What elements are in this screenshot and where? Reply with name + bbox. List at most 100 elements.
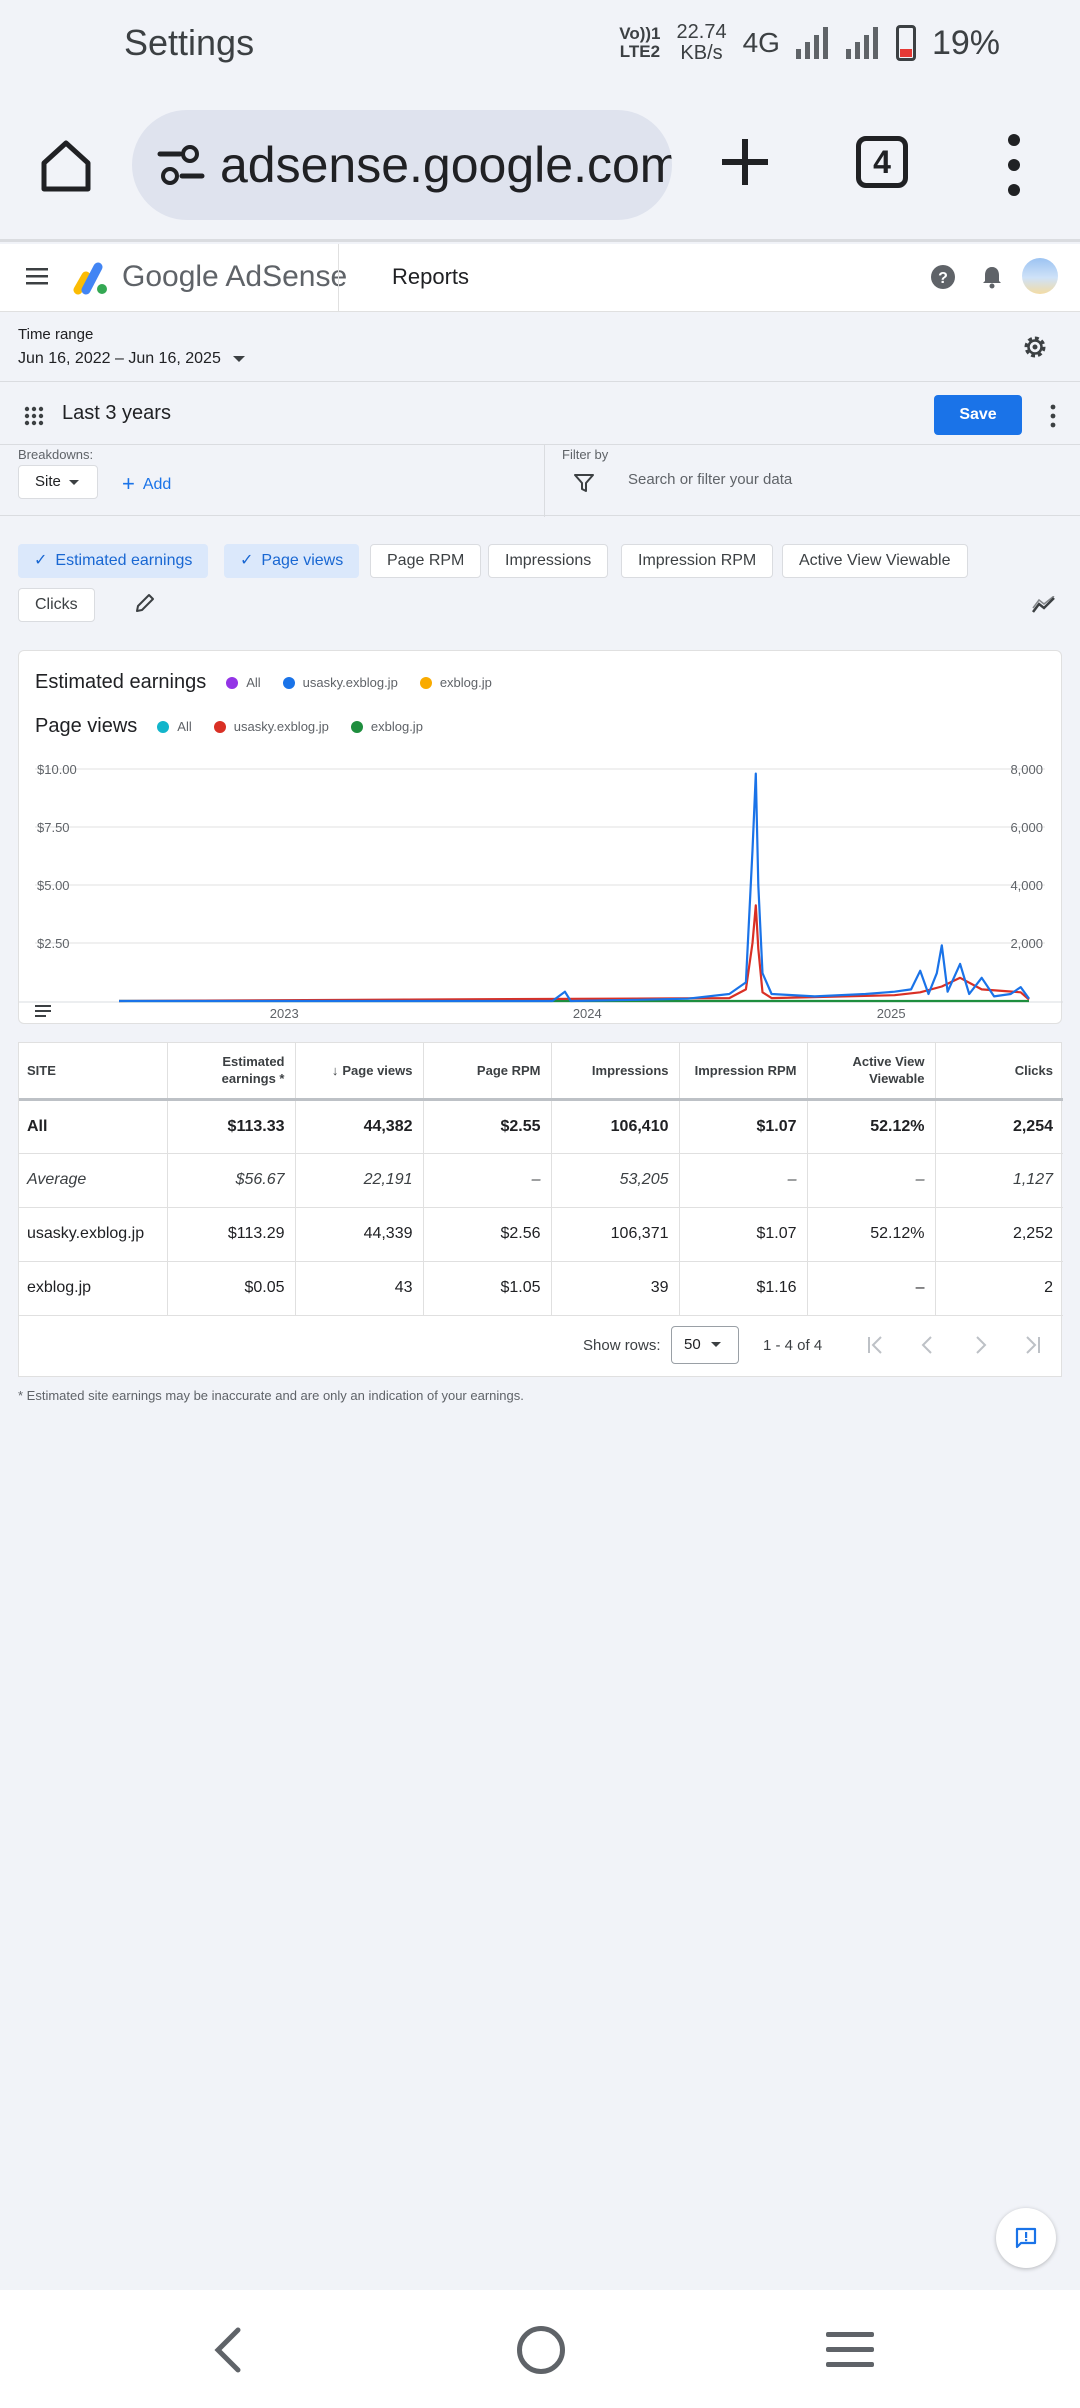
- first-page-icon[interactable]: [865, 1334, 887, 1356]
- column-header-label[interactable]: Page views: [342, 1062, 413, 1078]
- y-tick-label-right: 8,000: [1010, 762, 1043, 777]
- last-page-icon[interactable]: [1021, 1334, 1043, 1356]
- column-header-estimated-earnings[interactable]: Estimated earnings *: [167, 1043, 296, 1101]
- home-icon[interactable]: [36, 135, 96, 195]
- column-header-active-view-viewable[interactable]: Active View Viewable: [807, 1043, 936, 1101]
- column-header-impressions[interactable]: Impressions: [551, 1043, 680, 1101]
- help-icon[interactable]: ?: [930, 264, 956, 290]
- volte-bottom: LTE2: [619, 42, 661, 61]
- column-header-page-views[interactable]: ↓ Page views: [295, 1043, 424, 1101]
- address-bar[interactable]: adsense.google.com/adsense: [132, 110, 672, 220]
- report-title[interactable]: Last 3 years: [62, 402, 171, 424]
- new-tab-icon[interactable]: [718, 135, 772, 189]
- cell-clicks: 2,254: [935, 1099, 1063, 1154]
- rows-per-page-value[interactable]: 50: [684, 1335, 701, 1353]
- legend-item[interactable]: All: [157, 719, 192, 734]
- cell-impressions: 106,371: [551, 1207, 680, 1262]
- table-row[interactable]: exblog.jp $0.05 43 $1.05 39 $1.16–2: [19, 1261, 1063, 1316]
- header-divider: [338, 244, 339, 312]
- browser-menu-icon[interactable]: [1000, 130, 1028, 200]
- cell-site: usasky.exblog.jp: [19, 1207, 168, 1262]
- legend-label[interactable]: usasky.exblog.jp: [233, 719, 329, 734]
- plus-icon[interactable]: +: [122, 471, 135, 496]
- x-tick-label: 2023: [270, 1006, 299, 1021]
- recent-apps-icon[interactable]: [826, 2330, 874, 2370]
- column-header-clicks[interactable]: Clicks: [935, 1043, 1063, 1101]
- chip-label[interactable]: Estimated earnings: [55, 552, 193, 569]
- cell-site: Average: [19, 1153, 168, 1208]
- status-bar-indicators: Vo))1 LTE2 22.74 KB/s 4G 19%: [619, 22, 1000, 64]
- site-chip-label[interactable]: Site: [35, 473, 61, 490]
- legend-item[interactable]: usasky.exblog.jp: [213, 719, 329, 734]
- legend-label[interactable]: exblog.jp: [439, 675, 492, 690]
- rows-per-page-select[interactable]: 50: [671, 1325, 739, 1364]
- caret-down-icon[interactable]: [233, 355, 246, 362]
- notifications-icon[interactable]: [980, 264, 1004, 290]
- speed-value: 22.74: [676, 21, 727, 43]
- legend-label[interactable]: All: [246, 675, 261, 690]
- add-label[interactable]: Add: [142, 476, 172, 493]
- chip-active-view-viewable[interactable]: Active View Viewable: [782, 544, 968, 578]
- chip-impression-rpm[interactable]: Impression RPM: [621, 544, 774, 578]
- column-header-page-rpm[interactable]: Page RPM: [423, 1043, 552, 1101]
- chip-estimated-earnings[interactable]: ✓ Estimated earnings: [18, 544, 209, 578]
- legend-item[interactable]: All: [226, 675, 261, 690]
- sort-descending-icon: ↓: [331, 1062, 339, 1078]
- back-icon[interactable]: [210, 2326, 244, 2374]
- legend-estimated-earnings: Estimated earnings All usasky.exblog.jp …: [35, 671, 514, 694]
- save-button[interactable]: Save: [934, 395, 1022, 435]
- chart-type-icon[interactable]: [1032, 596, 1056, 614]
- chip-label[interactable]: Page views: [261, 552, 344, 569]
- chip-page-rpm[interactable]: Page RPM: [370, 544, 482, 578]
- legend-label[interactable]: exblog.jp: [370, 719, 423, 734]
- more-options-icon[interactable]: [1050, 404, 1056, 428]
- add-breakdown-button[interactable]: + Add: [122, 471, 171, 497]
- system-navigation-bar: [0, 2290, 1080, 2408]
- breakdown-site-chip[interactable]: Site: [18, 465, 98, 499]
- chip-impressions[interactable]: Impressions: [488, 544, 609, 578]
- status-bar: Settings Vo))1 LTE2 22.74 KB/s 4G 19%: [0, 0, 1080, 90]
- caret-down-icon[interactable]: [710, 1342, 721, 1348]
- status-bar-title: Settings: [124, 22, 255, 63]
- main-menu-icon[interactable]: [26, 266, 48, 286]
- next-page-icon[interactable]: [969, 1334, 991, 1356]
- column-header-site[interactable]: SITE: [19, 1043, 168, 1101]
- chip-page-views[interactable]: ✓ Page views: [224, 544, 360, 578]
- cell-impression-rpm: –: [679, 1153, 808, 1208]
- time-range-selector[interactable]: Jun 16, 2022 – Jun 16, 2025: [18, 350, 246, 368]
- caret-down-icon[interactable]: [68, 479, 79, 485]
- legend-item[interactable]: exblog.jp: [350, 719, 423, 734]
- url-text[interactable]: adsense.google.com/adsense: [220, 137, 672, 193]
- cell-page-views: 43: [295, 1261, 424, 1316]
- table-row[interactable]: All $113.33 44,382 $2.55 106,410 $1.07 52.12% 2…: [19, 1099, 1063, 1154]
- signal-icon-2: [845, 27, 878, 59]
- site-settings-icon[interactable]: [154, 138, 208, 192]
- filter-icon[interactable]: [574, 473, 594, 493]
- table-row[interactable]: Average $56.67 22,191–53,205– –1,127: [19, 1153, 1063, 1208]
- legend-dot: [226, 676, 239, 689]
- gear-icon[interactable]: [1022, 334, 1048, 360]
- show-rows-label: Show rows:: [583, 1336, 661, 1354]
- time-range-value[interactable]: Jun 16, 2022 – Jun 16, 2025: [18, 350, 221, 367]
- legend-item[interactable]: usasky.exblog.jp: [282, 675, 398, 690]
- legend-label[interactable]: All: [177, 719, 192, 734]
- edit-metrics-icon[interactable]: [134, 592, 156, 614]
- apps-grid-icon[interactable]: [24, 406, 44, 426]
- column-header-impression-rpm[interactable]: Impression RPM: [679, 1043, 808, 1101]
- legend-label[interactable]: usasky.exblog.jp: [302, 675, 398, 690]
- table-row[interactable]: usasky.exblog.jp $113.29 44,339 $2.56 106,37…: [19, 1207, 1063, 1262]
- feedback-icon[interactable]: [1014, 2226, 1038, 2250]
- cell-active-view-viewable: 52.12%: [807, 1099, 936, 1154]
- previous-page-icon[interactable]: [917, 1334, 939, 1356]
- cell-impression-rpm: $1.07: [679, 1207, 808, 1262]
- feedback-button[interactable]: [996, 2208, 1056, 2268]
- line-chart[interactable]: $2.50 $5.00 $7.50 $10.00 2,000 4,000 6,000 8,00…: [19, 651, 1063, 1025]
- tab-switcher-button[interactable]: 4: [856, 136, 908, 188]
- filter-search-input[interactable]: Search or filter your data: [628, 471, 793, 488]
- legend-item[interactable]: exblog.jp: [419, 675, 492, 690]
- cell-estimated-earnings: $113.33: [167, 1099, 296, 1154]
- account-avatar[interactable]: [1022, 258, 1058, 294]
- home-button[interactable]: [517, 2326, 565, 2374]
- chip-clicks[interactable]: Clicks: [18, 588, 95, 622]
- table-toggle-icon[interactable]: [35, 1005, 51, 1017]
